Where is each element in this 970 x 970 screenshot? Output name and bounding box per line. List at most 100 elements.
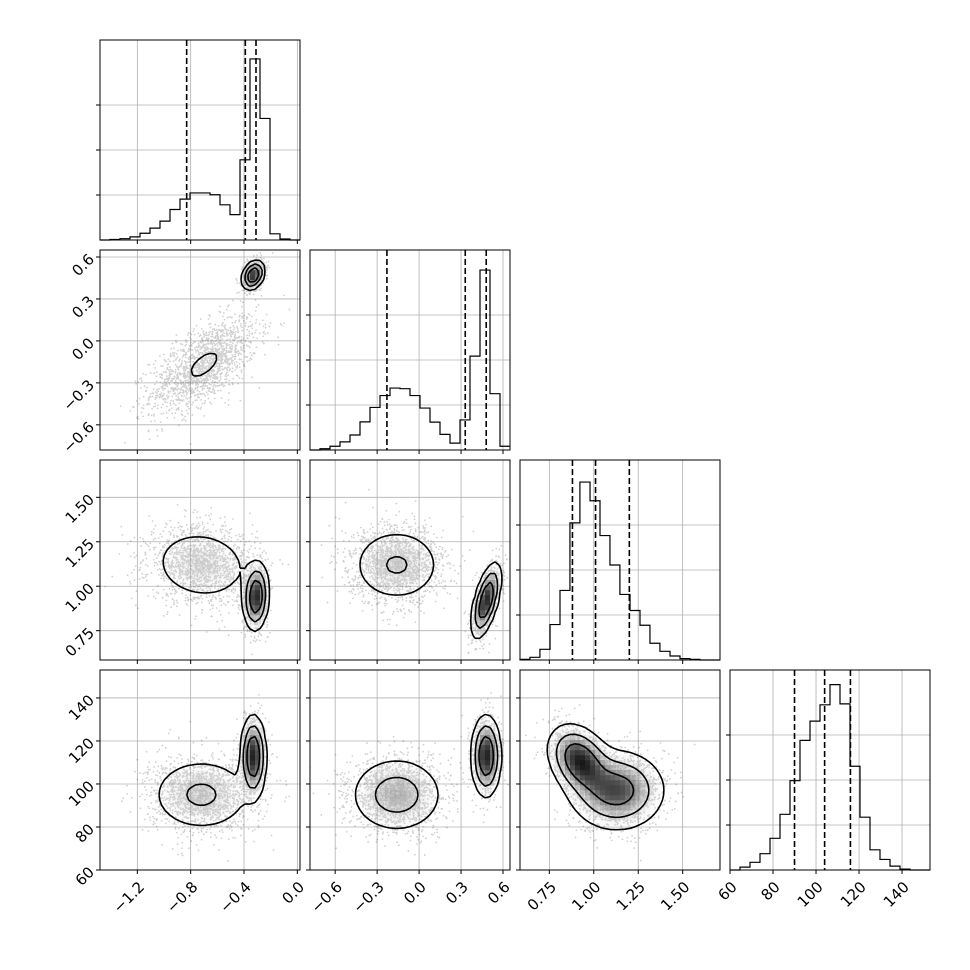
sample-point — [204, 576, 207, 579]
sample-point — [189, 577, 191, 580]
sample-point — [196, 562, 199, 564]
sample-point — [246, 555, 249, 558]
sample-point — [230, 348, 232, 351]
sample-point — [188, 570, 191, 573]
sample-point — [170, 549, 172, 551]
sample-point — [147, 363, 149, 366]
sample-point — [218, 364, 221, 367]
sample-point — [206, 564, 208, 567]
sample-point — [186, 372, 189, 375]
sample-point — [204, 347, 207, 350]
sample-point — [197, 346, 200, 349]
sample-point — [234, 349, 237, 352]
sample-point — [219, 339, 221, 342]
sample-point — [196, 568, 198, 571]
sample-point — [218, 545, 221, 548]
sample-point — [189, 364, 191, 367]
sample-point — [180, 379, 182, 382]
sample-point — [190, 558, 193, 561]
sample-point — [161, 430, 164, 432]
sample-point — [251, 323, 254, 326]
sample-point — [202, 551, 205, 554]
sample-point — [256, 554, 259, 557]
sample-point — [195, 548, 198, 551]
sample-point — [197, 522, 200, 525]
sample-point — [225, 361, 227, 364]
sample-point — [192, 532, 195, 535]
sample-point — [194, 539, 197, 542]
sample-point — [219, 335, 222, 337]
sample-point — [236, 600, 239, 603]
sample-point — [170, 561, 173, 564]
sample-point — [178, 424, 180, 427]
sample-point — [199, 543, 202, 546]
sample-point — [234, 355, 237, 358]
sample-point — [266, 266, 269, 269]
sample-point — [198, 368, 201, 370]
sample-point — [258, 323, 261, 325]
sample-point — [208, 567, 211, 570]
sample-point — [226, 588, 229, 590]
sample-point — [230, 360, 233, 363]
sample-point — [206, 339, 209, 341]
sample-point — [167, 562, 170, 564]
sample-point — [172, 399, 175, 402]
sample-point — [200, 534, 202, 537]
sample-point — [261, 277, 263, 280]
sample-point — [206, 378, 209, 381]
sample-point — [173, 375, 176, 378]
sample-point — [232, 331, 234, 334]
sample-point — [268, 325, 271, 328]
sample-point — [144, 575, 147, 578]
sample-point — [190, 564, 193, 567]
sample-point — [171, 342, 174, 345]
sample-point — [171, 559, 174, 562]
sample-point — [233, 357, 236, 360]
sample-point — [208, 556, 211, 559]
sample-point — [163, 546, 165, 549]
sample-point — [233, 336, 236, 338]
sample-point — [200, 381, 203, 384]
sample-point — [216, 556, 219, 559]
sample-point — [189, 557, 192, 560]
sample-point — [134, 380, 137, 383]
sample-point — [196, 560, 199, 563]
sample-point — [180, 383, 183, 386]
sample-point — [196, 580, 199, 583]
sample-point — [215, 328, 218, 331]
sample-point — [199, 368, 202, 370]
sample-point — [231, 589, 233, 592]
sample-point — [228, 362, 231, 365]
sample-point — [174, 388, 177, 391]
sample-point — [236, 546, 239, 549]
sample-point — [183, 558, 186, 561]
sample-point — [177, 560, 180, 563]
sample-point — [182, 552, 185, 554]
sample-point — [192, 549, 195, 552]
sample-point — [277, 336, 279, 339]
sample-point — [246, 294, 249, 297]
sample-point — [187, 553, 190, 556]
sample-point — [192, 381, 194, 384]
sample-point — [236, 292, 239, 294]
sample-point — [194, 399, 197, 402]
sample-point — [200, 365, 203, 368]
sample-point — [173, 577, 175, 580]
sample-point — [268, 266, 271, 269]
sample-point — [202, 370, 205, 372]
sample-point — [211, 349, 214, 352]
sample-point — [170, 572, 173, 575]
sample-point — [166, 380, 169, 383]
sample-point — [235, 565, 238, 567]
sample-point — [251, 533, 254, 535]
sample-point — [196, 547, 199, 550]
density-cell — [250, 270, 256, 276]
sample-point — [242, 274, 245, 277]
sample-point — [147, 429, 150, 432]
sample-point — [178, 614, 181, 616]
sample-point — [200, 367, 203, 370]
sample-point — [199, 562, 202, 565]
sample-point — [191, 570, 194, 572]
sample-point — [192, 589, 195, 591]
sample-point — [177, 526, 180, 529]
